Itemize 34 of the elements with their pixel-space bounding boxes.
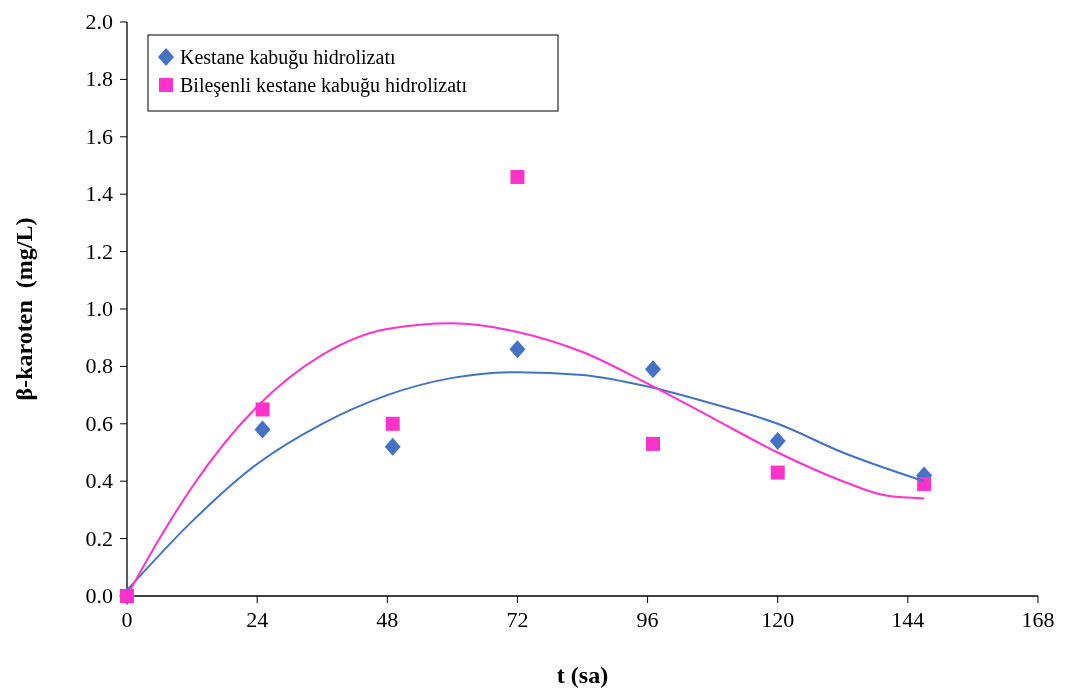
x-tick-label: 48 xyxy=(376,607,399,632)
y-tick-label: 2.0 xyxy=(85,9,113,34)
legend-label: Kestane kabuğu hidrolizatı xyxy=(180,46,396,69)
x-tick-label: 24 xyxy=(246,607,269,632)
point xyxy=(770,465,785,480)
x-tick-label: 96 xyxy=(636,607,659,632)
y-tick-label: 0.0 xyxy=(85,583,113,608)
x-axis-title: t (sa) xyxy=(556,662,609,688)
point xyxy=(510,169,525,184)
y-tick-label: 1.8 xyxy=(85,66,113,92)
y-tick-label: 1.2 xyxy=(85,238,113,264)
point xyxy=(644,360,661,379)
point xyxy=(509,340,526,359)
point xyxy=(769,432,786,451)
point xyxy=(917,477,932,492)
point xyxy=(255,402,270,417)
legend-label: Bileşenli kestane kabuğu hidrolizatı xyxy=(180,74,468,97)
point xyxy=(645,436,660,451)
y-tick-label: 1.4 xyxy=(85,181,113,207)
x-tick-label: 144 xyxy=(891,607,925,632)
y-tick-label: 1.6 xyxy=(85,123,113,149)
y-tick-label: 1.0 xyxy=(85,296,113,321)
x-tick-label: 0 xyxy=(121,607,133,632)
y-tick-label: 0.2 xyxy=(85,525,113,551)
point xyxy=(385,416,400,431)
y-tick-label: 0.6 xyxy=(85,410,113,436)
y-tick-label: 0.8 xyxy=(85,353,113,379)
y-tick-label: 0.4 xyxy=(85,468,113,494)
x-tick-label: 120 xyxy=(761,607,795,632)
x-tick-label: 168 xyxy=(1021,607,1055,632)
point xyxy=(254,420,271,439)
y-axis-title: β-karoten (mg/L) xyxy=(11,217,37,401)
point xyxy=(384,437,401,456)
x-tick-label: 72 xyxy=(506,607,529,632)
